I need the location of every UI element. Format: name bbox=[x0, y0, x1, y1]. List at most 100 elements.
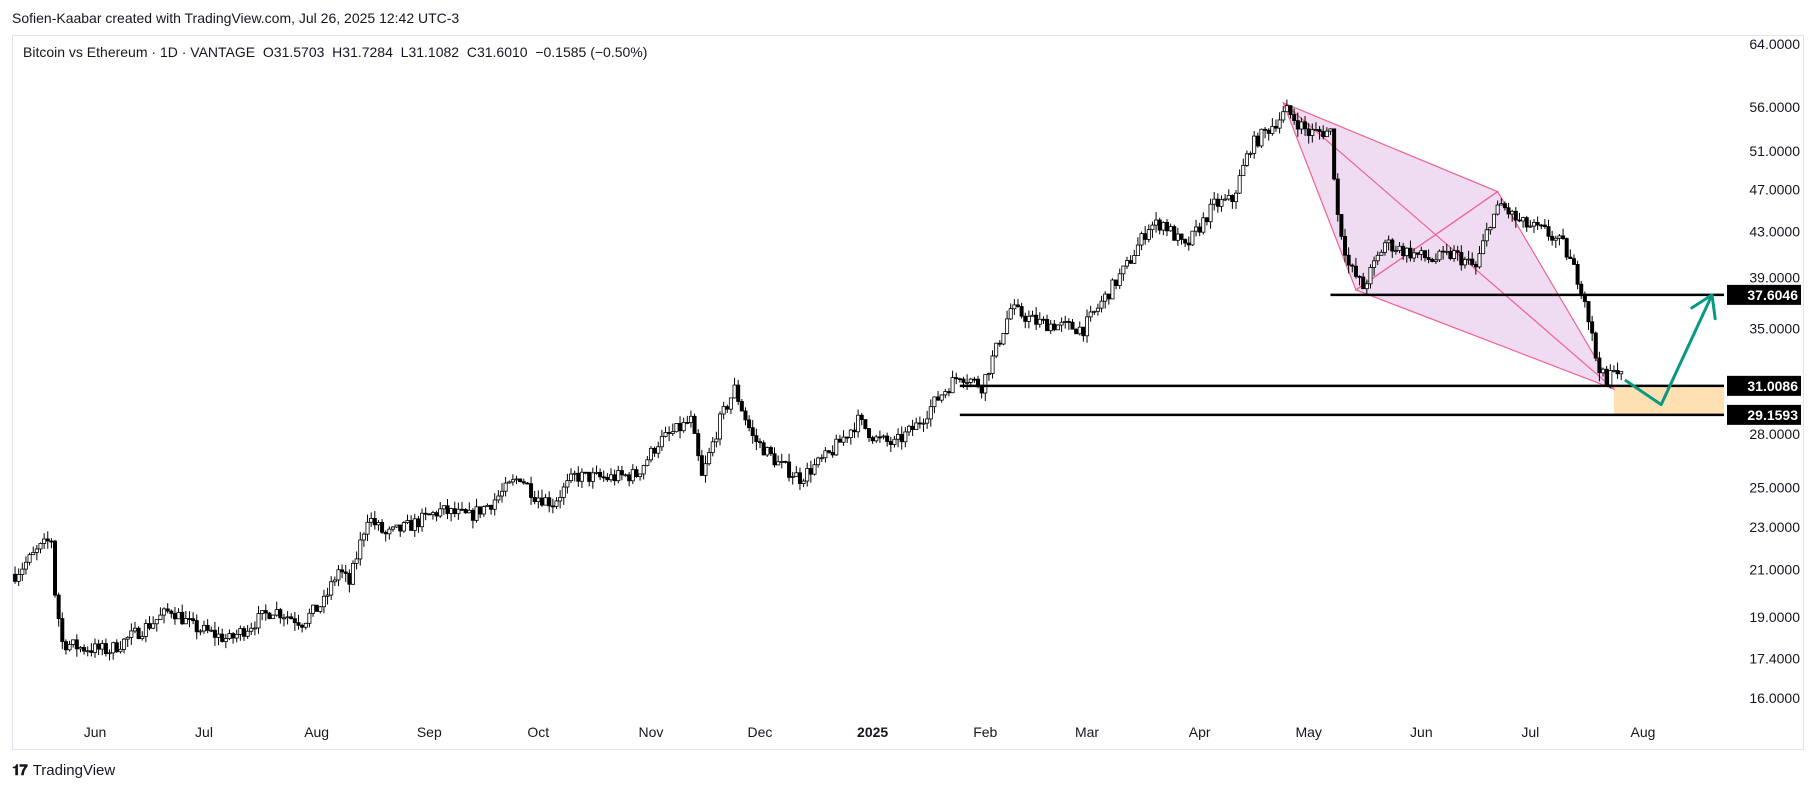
candle-body bbox=[1328, 128, 1333, 132]
candle-body bbox=[881, 435, 886, 438]
candle-body bbox=[768, 447, 773, 455]
candle-body bbox=[1190, 230, 1195, 246]
candle-body bbox=[1561, 235, 1566, 239]
candle-body bbox=[688, 415, 693, 424]
candle-body bbox=[1030, 314, 1035, 317]
price-label-box bbox=[1727, 284, 1801, 305]
candle-body bbox=[743, 410, 748, 421]
candle-body bbox=[1346, 254, 1351, 266]
candle-body bbox=[38, 543, 43, 550]
candle-body bbox=[169, 610, 174, 614]
candle-body bbox=[1321, 131, 1326, 138]
candle-body bbox=[158, 614, 163, 621]
candle-body bbox=[652, 447, 657, 454]
candle-body bbox=[1161, 221, 1166, 231]
candle-body bbox=[1164, 221, 1169, 232]
candle-body bbox=[736, 384, 741, 402]
price-axis[interactable]: 64.0000 56.0000 51.0000 47.0000 43.0000 39.00… bbox=[1749, 36, 1800, 706]
candle-body bbox=[434, 512, 439, 517]
candle-body bbox=[1484, 229, 1489, 242]
candle-body bbox=[445, 505, 450, 514]
candle-body bbox=[1397, 245, 1402, 251]
candle-body bbox=[16, 574, 21, 582]
candle-body bbox=[950, 377, 955, 394]
candle-body bbox=[1092, 310, 1097, 313]
candle-body bbox=[536, 497, 541, 502]
candle-body bbox=[1150, 224, 1155, 231]
candle-body bbox=[1390, 239, 1395, 252]
harmonic-pattern-layer bbox=[1282, 101, 1616, 391]
candle-body bbox=[460, 508, 465, 511]
candle-body bbox=[925, 418, 930, 424]
x-tick-label: Oct bbox=[527, 724, 549, 740]
candle-body bbox=[681, 421, 686, 432]
candle-body bbox=[194, 620, 199, 633]
y-tick-label: 51.0000 bbox=[1749, 143, 1800, 159]
candle-body bbox=[1139, 233, 1144, 246]
candle-body bbox=[1452, 250, 1457, 259]
symbol-legend[interactable]: Bitcoin vs Ethereum · 1D · VANTAGE O31.5… bbox=[23, 44, 647, 60]
candle-body bbox=[1128, 260, 1133, 264]
price-label: 37.6046 bbox=[1747, 287, 1798, 303]
candle-body bbox=[85, 650, 90, 653]
time-axis[interactable]: Jun Jul Aug Sep Oct Nov Dec 2025 Feb Mar Apr May Jun… bbox=[84, 724, 1656, 740]
price-label-box bbox=[1727, 375, 1801, 396]
candle-body bbox=[1201, 217, 1206, 233]
y-tick-label: 35.0000 bbox=[1749, 321, 1800, 337]
candle-body bbox=[427, 513, 432, 516]
support-lines-layer: 37.6046 31.0086 29.1593 bbox=[959, 284, 1801, 425]
candle-body bbox=[271, 614, 276, 620]
candle-body bbox=[1259, 128, 1264, 147]
candle-body bbox=[1041, 318, 1046, 321]
arrow-head bbox=[1710, 293, 1717, 321]
candle-body bbox=[132, 627, 137, 632]
candle-body bbox=[1168, 226, 1173, 232]
candle-body bbox=[231, 633, 236, 639]
candle-body bbox=[136, 627, 141, 640]
candle-body bbox=[616, 470, 621, 482]
projection-arrow-layer bbox=[1623, 293, 1717, 407]
candle-body bbox=[401, 522, 406, 532]
candle-body bbox=[1415, 252, 1420, 255]
candle-body bbox=[449, 508, 454, 514]
candle-body bbox=[1422, 250, 1427, 258]
candle-body bbox=[1157, 219, 1162, 231]
candle-body bbox=[354, 558, 359, 564]
candle-body bbox=[710, 441, 715, 454]
candle-body bbox=[892, 438, 897, 445]
x-tick-label: Mar bbox=[1075, 724, 1099, 740]
candle-body bbox=[376, 522, 381, 526]
candle-body bbox=[699, 455, 704, 476]
candle-body bbox=[797, 472, 802, 485]
candle-body bbox=[281, 617, 286, 620]
candle-body bbox=[227, 633, 232, 639]
candle-body bbox=[1615, 369, 1620, 375]
candle-body bbox=[1088, 311, 1093, 318]
candle-body bbox=[783, 460, 788, 463]
y-tick-label: 23.0000 bbox=[1749, 519, 1800, 535]
candle-body bbox=[151, 623, 156, 629]
x-tick-label: Sep bbox=[417, 724, 442, 740]
candle-body bbox=[819, 457, 824, 460]
candle-body bbox=[1466, 258, 1471, 261]
footer-brand[interactable]: 𝟏𝟕 TradingView bbox=[12, 762, 115, 779]
candle-body bbox=[968, 378, 973, 383]
candle-body bbox=[656, 446, 661, 454]
candles-layer bbox=[13, 99, 1624, 661]
candle-body bbox=[1154, 219, 1159, 226]
candle-body bbox=[1223, 198, 1228, 201]
candle-body bbox=[1103, 293, 1108, 302]
candle-body bbox=[572, 472, 577, 475]
candle-body bbox=[499, 490, 504, 497]
candle-body bbox=[1383, 242, 1388, 253]
candle-body bbox=[78, 647, 83, 650]
candle-body bbox=[1495, 204, 1500, 215]
candle-body bbox=[812, 464, 817, 475]
candle-body bbox=[1121, 265, 1126, 275]
candle-body bbox=[1324, 130, 1329, 138]
candle-body bbox=[162, 608, 167, 616]
candle-body bbox=[216, 633, 221, 638]
candle-body bbox=[140, 636, 145, 640]
candle-body bbox=[957, 378, 962, 381]
